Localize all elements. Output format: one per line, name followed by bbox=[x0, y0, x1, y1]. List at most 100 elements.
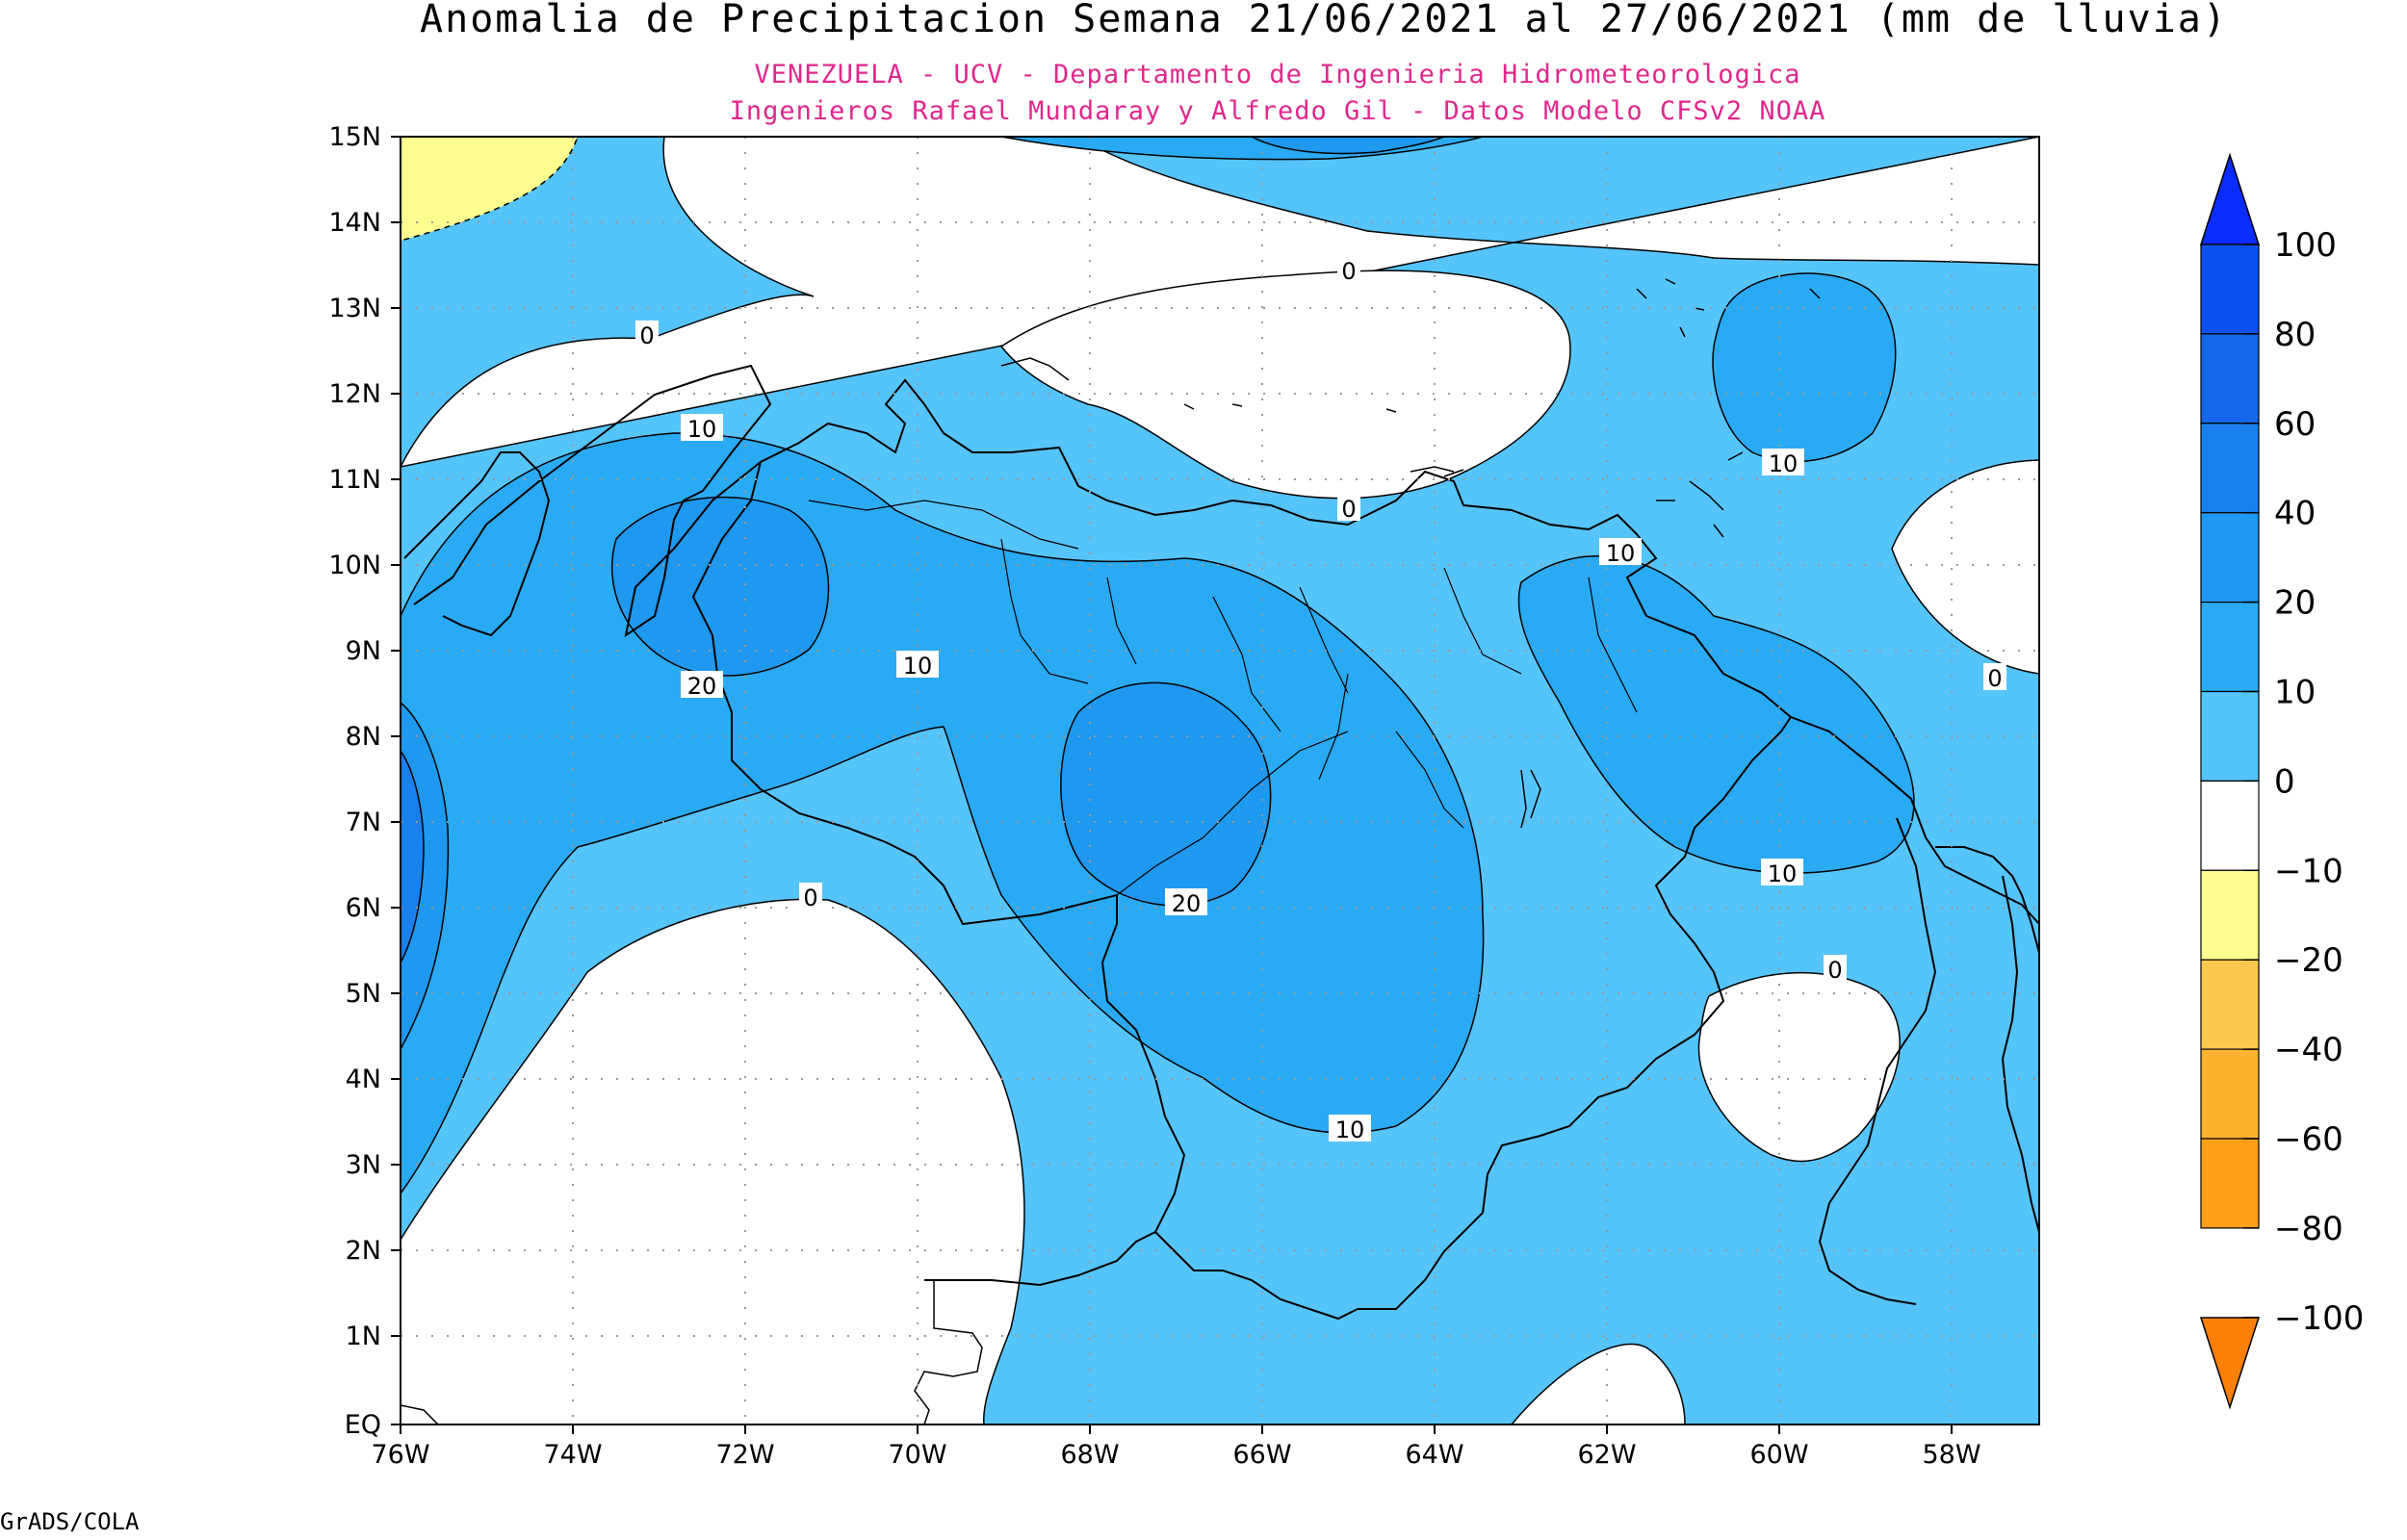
anomaly-region-40-plus-west bbox=[401, 749, 425, 964]
contour-label: 10 bbox=[896, 651, 939, 680]
colorbar-segment bbox=[2200, 690, 2260, 783]
colorbar-label: −40 bbox=[2274, 1031, 2343, 1069]
contour-labels: 0 0 0 0 0 0 10 bbox=[635, 256, 2006, 1143]
svg-text:0: 0 bbox=[1827, 957, 1842, 984]
map-subtitle-1: VENEZUELA - UCV - Departamento de Ingeni… bbox=[754, 60, 1800, 90]
contour-label: 0 bbox=[1824, 955, 1847, 984]
lat-tick-label: 5N bbox=[346, 979, 381, 1009]
lat-tick-label: 10N bbox=[328, 551, 381, 580]
contour-label: 0 bbox=[1337, 256, 1360, 285]
colorbar-segment bbox=[2200, 333, 2260, 424]
map-subtitle-2: Ingenieros Rafael Mundaray y Alfredo Gil… bbox=[730, 96, 1826, 126]
coast-east-guiana bbox=[1935, 846, 2039, 954]
lon-axis bbox=[400, 1424, 1953, 1434]
grads-footer: GrADS/COLA bbox=[0, 1508, 140, 1535]
colorbar-label: 0 bbox=[2274, 762, 2295, 801]
anomaly-region-10-20-east bbox=[1517, 555, 1915, 874]
contour-label: 0 bbox=[1337, 494, 1360, 523]
contour-label: 0 bbox=[799, 883, 822, 911]
lon-tick-label: 68W bbox=[1060, 1440, 1119, 1470]
svg-text:20: 20 bbox=[687, 673, 717, 700]
lat-tick-label: EQ bbox=[345, 1410, 381, 1440]
lon-tick-label: 76W bbox=[371, 1440, 429, 1470]
svg-text:10: 10 bbox=[1335, 1116, 1365, 1143]
colorbar-segment bbox=[2200, 1138, 2260, 1229]
lon-tick-label: 58W bbox=[1922, 1440, 1980, 1470]
svg-text:0: 0 bbox=[1987, 665, 2002, 692]
colorbar-segment bbox=[2200, 869, 2260, 961]
colorbar-label: 100 bbox=[2274, 226, 2337, 265]
anomaly-region-white-caribbean bbox=[999, 270, 1571, 500]
contour-label: 10 bbox=[681, 414, 723, 443]
border-brazil-south bbox=[924, 1231, 1156, 1287]
lat-tick-label: 8N bbox=[346, 722, 381, 752]
lon-tick-label: 70W bbox=[888, 1440, 946, 1470]
border-venezuela-guyana bbox=[1654, 716, 1792, 1036]
border-sw bbox=[401, 1280, 983, 1424]
colorbar-segment bbox=[2200, 512, 2260, 603]
lon-tick-label: 74W bbox=[543, 1440, 602, 1470]
colorbar-label: −20 bbox=[2274, 941, 2343, 980]
colorbar-label: 20 bbox=[2274, 584, 2316, 623]
lat-tick-label: 7N bbox=[346, 808, 381, 837]
colorbar-segment bbox=[2200, 244, 2260, 335]
colorbar-segment bbox=[2200, 959, 2260, 1050]
anomaly-region-top-darker bbox=[1251, 137, 1445, 155]
colorbar-label: 40 bbox=[2274, 495, 2316, 533]
lat-tick-label: 11N bbox=[328, 465, 381, 495]
anomaly-region-10-20-ne bbox=[1712, 272, 1897, 463]
svg-text:20: 20 bbox=[1172, 890, 1202, 917]
border-states bbox=[808, 500, 1638, 896]
anomaly-region-white-southwest bbox=[401, 898, 1025, 1424]
contour-label: 10 bbox=[1761, 859, 1803, 887]
lat-tick-label: 6N bbox=[346, 893, 381, 923]
anomaly-region-white-southeast bbox=[1511, 1343, 1686, 1424]
svg-text:10: 10 bbox=[1768, 860, 1798, 887]
colorbar-segment bbox=[2200, 423, 2260, 514]
svg-text:0: 0 bbox=[639, 322, 654, 349]
contour-label: 20 bbox=[681, 671, 723, 700]
colorbar-top-arrow bbox=[2199, 152, 2261, 245]
border-venezuela-colombia bbox=[691, 461, 1359, 1321]
contour-label: 0 bbox=[1983, 663, 2006, 692]
lat-tick-label: 9N bbox=[346, 636, 381, 666]
svg-text:0: 0 bbox=[803, 885, 817, 911]
svg-text:0: 0 bbox=[1341, 496, 1356, 523]
lon-labels: 76W 74W 72W 70W 68W 66W 64W 62W 60W 58W bbox=[371, 1440, 1980, 1470]
colorbar-label: −60 bbox=[2274, 1120, 2343, 1159]
lon-tick-label: 60W bbox=[1749, 1440, 1808, 1470]
lat-axis bbox=[391, 136, 401, 1425]
contour-label: 10 bbox=[1762, 449, 1804, 477]
map-title: Anomalia de Precipitacion Semana 21/06/2… bbox=[420, 0, 2228, 41]
coast-islands bbox=[1000, 278, 1821, 829]
coastlines-borders bbox=[401, 278, 2039, 1424]
svg-text:10: 10 bbox=[687, 416, 717, 443]
lat-tick-label: 12N bbox=[328, 379, 381, 409]
colorbar-label: −100 bbox=[2274, 1299, 2364, 1338]
colorbar-label: 80 bbox=[2274, 316, 2316, 354]
anomaly-region-20-40-north bbox=[611, 496, 830, 677]
lon-tick-label: 72W bbox=[715, 1440, 774, 1470]
anomaly-region-white-yellow bbox=[401, 137, 579, 242]
svg-text:10: 10 bbox=[1606, 540, 1636, 567]
border-suriname-guiana bbox=[2001, 875, 2039, 1233]
border-colombia-inner bbox=[403, 451, 551, 637]
lat-tick-label: 2N bbox=[346, 1236, 381, 1266]
lat-labels: 15N 14N 13N 12N 11N 10N 9N 8N 7N 6N 5N 4… bbox=[328, 122, 381, 1440]
lat-tick-label: 1N bbox=[346, 1322, 381, 1351]
plot-frame bbox=[400, 136, 2040, 1425]
svg-text:10: 10 bbox=[1769, 450, 1799, 477]
anomaly-region-white-east bbox=[1891, 459, 2039, 675]
lat-tick-label: 13N bbox=[328, 294, 381, 323]
colorbar-label: −10 bbox=[2274, 852, 2343, 890]
contour-label: 10 bbox=[1329, 1115, 1371, 1143]
lon-tick-label: 66W bbox=[1232, 1440, 1291, 1470]
border-venezuela-brazil bbox=[1358, 1034, 1695, 1310]
lat-tick-label: 15N bbox=[328, 122, 381, 152]
svg-text:10: 10 bbox=[903, 653, 933, 680]
svg-text:0: 0 bbox=[1341, 258, 1356, 285]
lat-tick-label: 4N bbox=[346, 1065, 381, 1094]
colorbar-label: 60 bbox=[2274, 405, 2316, 444]
